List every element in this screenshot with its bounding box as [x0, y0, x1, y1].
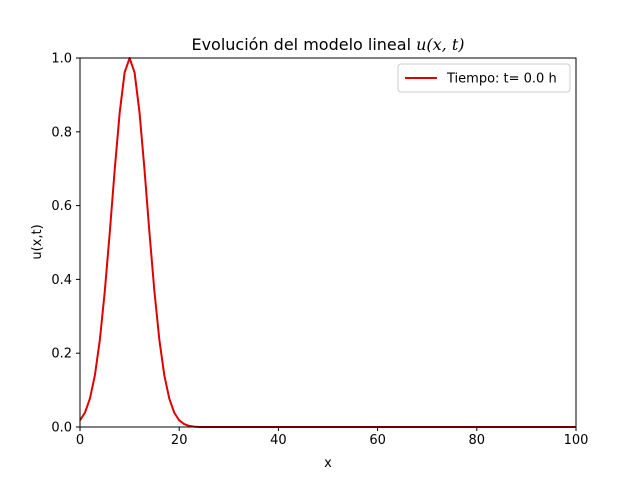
- y-tick-label: 0.6: [51, 199, 72, 214]
- y-tick-label: 1.0: [51, 52, 72, 67]
- y-tick-label: 0.0: [51, 421, 72, 436]
- y-axis-ticks: 0.0 0.2 0.4 0.6 0.8 1.0: [51, 52, 80, 436]
- plot-frame: [79, 57, 577, 428]
- x-tick-label: 20: [171, 433, 188, 448]
- legend: Tiempo: t= 0.0 h: [397, 63, 571, 93]
- x-tick-label: 100: [564, 433, 589, 448]
- legend-label: Tiempo: t= 0.0 h: [446, 72, 557, 87]
- x-tick-label: 60: [369, 433, 386, 448]
- chart-title: Evolución del modelo lineal u(x, t): [191, 35, 464, 54]
- y-tick-label: 0.4: [51, 273, 72, 288]
- x-tick-label: 40: [270, 433, 287, 448]
- x-axis-label: x: [324, 456, 332, 471]
- y-tick-label: 0.2: [51, 347, 72, 362]
- x-tick-label: 0: [76, 433, 84, 448]
- y-axis-label: u(x,t): [30, 224, 45, 259]
- x-tick-label: 80: [469, 433, 486, 448]
- legend-box: [397, 63, 571, 93]
- y-tick-label: 0.8: [51, 125, 72, 140]
